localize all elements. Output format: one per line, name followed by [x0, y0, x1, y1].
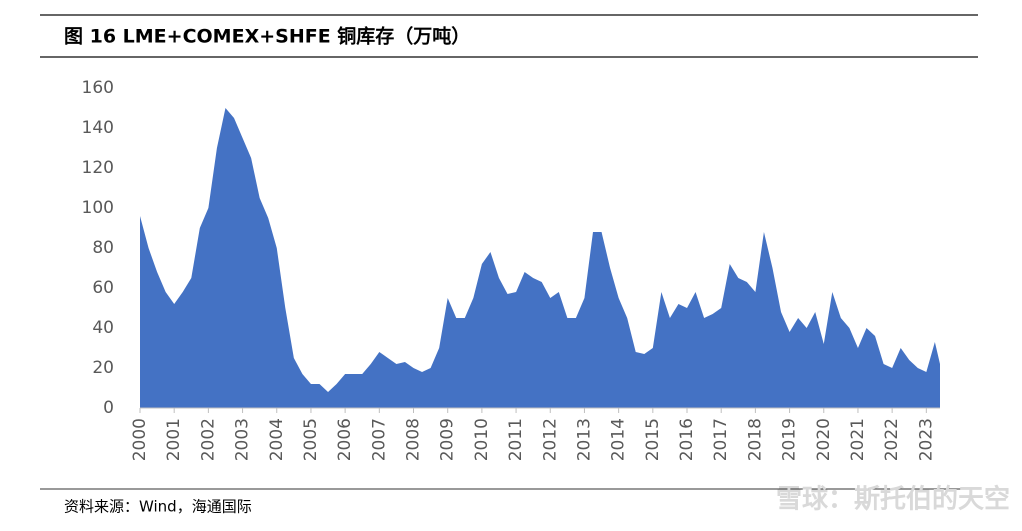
x-tick-label: 2016: [677, 418, 697, 461]
x-tick-label: 2004: [267, 418, 287, 461]
x-tick-label: 2007: [369, 418, 389, 461]
x-tick-label: 2018: [745, 418, 765, 461]
y-tick-label: 20: [92, 358, 114, 378]
x-tick-label: 2012: [540, 418, 560, 461]
x-tick-label: 2017: [711, 418, 731, 461]
x-tick-label: 2010: [472, 418, 492, 461]
watermark: 雪球：斯托伯的天空: [776, 484, 1010, 515]
y-tick-label: 160: [82, 78, 114, 98]
y-tick-label: 40: [92, 318, 114, 338]
y-tick-label: 140: [82, 118, 114, 138]
x-tick-label: 2008: [404, 418, 424, 461]
x-tick-label: 2023: [916, 418, 936, 461]
x-tick-label: 2009: [438, 418, 458, 461]
x-tick-label: 2006: [335, 418, 355, 461]
y-tick-label: 80: [92, 238, 114, 258]
y-tick-label: 60: [92, 278, 114, 298]
x-tick-label: 2021: [848, 418, 868, 461]
chart-title: 图 16 LME+COMEX+SHFE 铜库存（万吨）: [64, 25, 470, 48]
x-tick-label: 2014: [609, 418, 629, 461]
x-tick-label: 2019: [780, 418, 800, 461]
y-tick-label: 0: [103, 398, 114, 418]
x-tick-label: 2011: [506, 418, 526, 461]
x-tick-label: 2002: [198, 418, 218, 461]
x-tick-label: 2022: [882, 418, 902, 461]
y-tick-label: 100: [82, 198, 114, 218]
area: [140, 108, 940, 408]
source: 资料来源：Wind，海通国际: [64, 498, 252, 516]
x-tick-label: 2001: [164, 418, 184, 461]
x-tick-label: 2015: [643, 418, 663, 461]
x-tick-label: 2003: [233, 418, 253, 461]
x-tick-label: 2020: [814, 418, 834, 461]
x-tick-label: 2000: [130, 418, 150, 461]
x-tick-label: 2005: [301, 418, 321, 461]
y-tick-label: 120: [82, 158, 114, 178]
x-tick-label: 2013: [574, 418, 594, 461]
